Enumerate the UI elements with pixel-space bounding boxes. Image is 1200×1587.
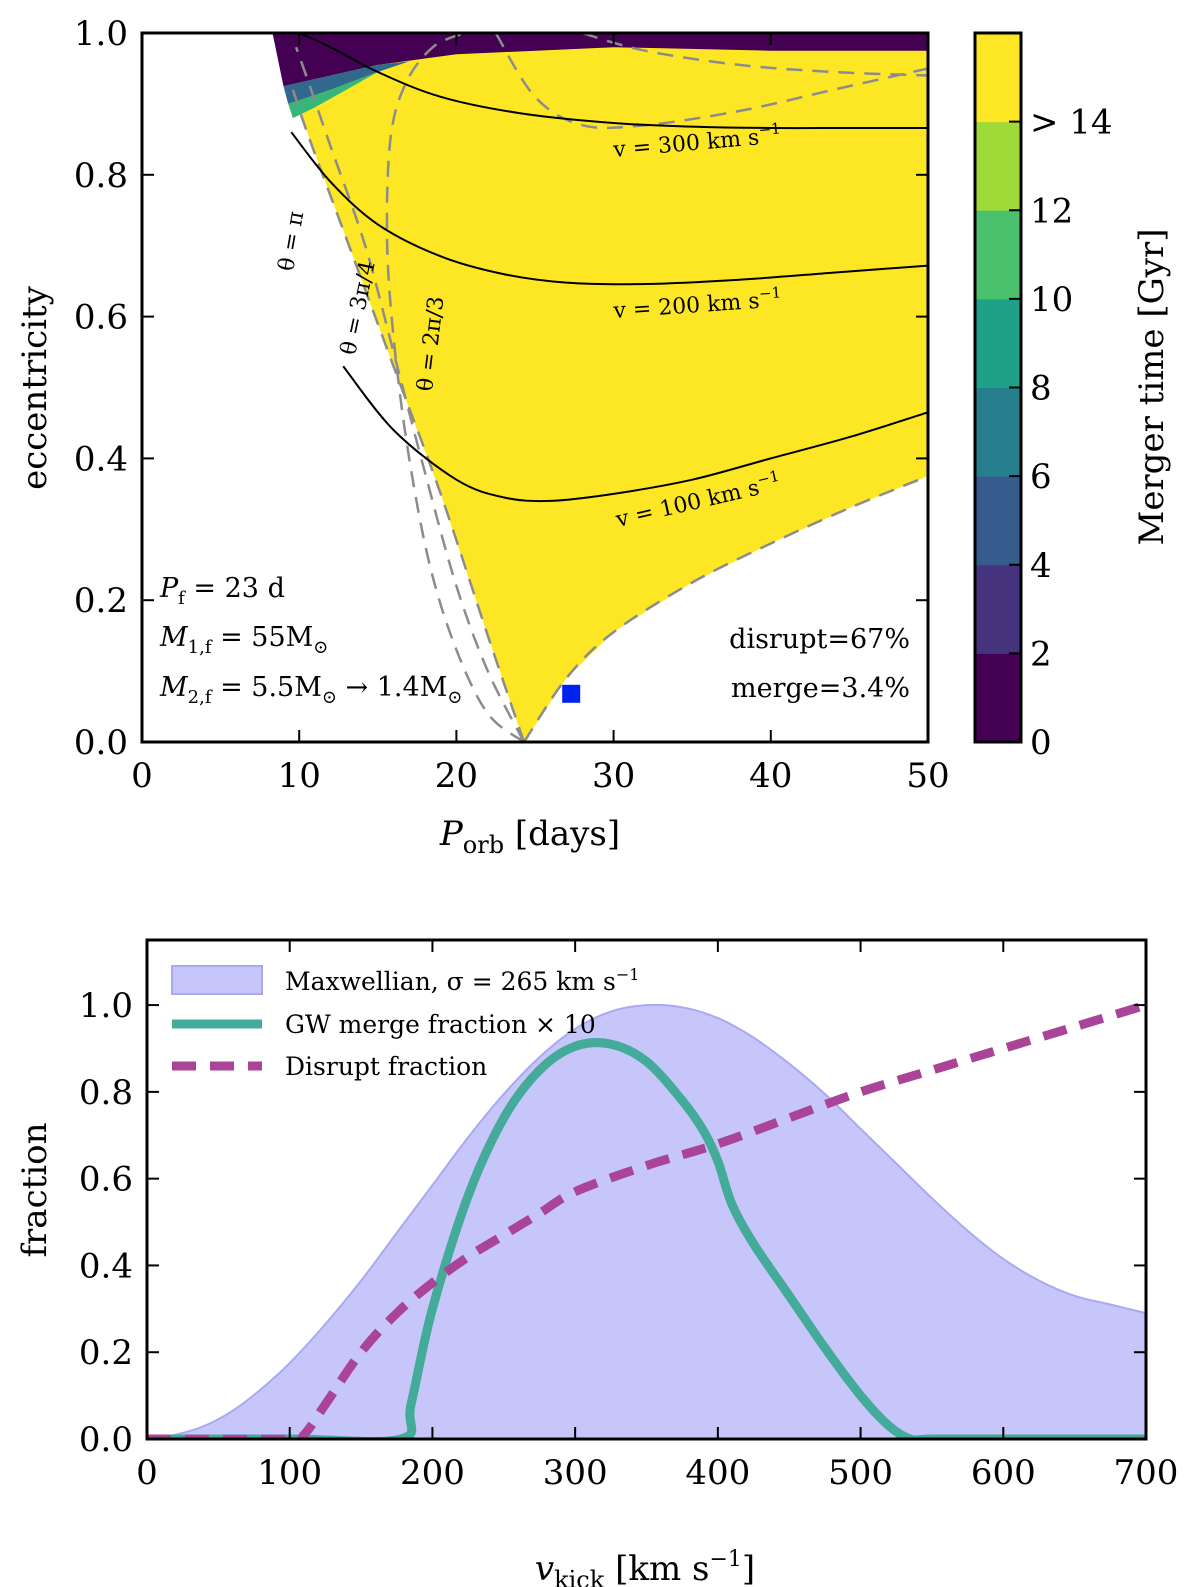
top-y-ticks: 0.0 0.2 0.4 0.6 0.8 1.0 <box>74 14 928 763</box>
bottom-x-tick-label: 300 <box>543 1453 608 1493</box>
colorbar-tick-label: 4 <box>1030 546 1052 586</box>
colorbar-cell <box>975 298 1021 388</box>
theta-curve-5 <box>581 33 928 77</box>
top-x-ticks: 0 10 20 30 40 50 <box>131 33 950 796</box>
bottom-x-ticks: 0 100 200 300 400 500 600 700 <box>136 940 1178 1493</box>
bottom-x-tick-label: 100 <box>257 1453 322 1493</box>
colorbar-tick-label: 2 <box>1030 634 1052 674</box>
colorbar-tick-label: 12 <box>1030 191 1073 231</box>
colorbar-tick-label: 6 <box>1030 457 1052 497</box>
bottom-y-tick-label: 0.4 <box>79 1246 133 1286</box>
colorbar-cell <box>975 33 1021 123</box>
legend: Maxwellian, σ = 265 km s−1 GW merge frac… <box>171 965 639 1081</box>
top-x-tick-label: 50 <box>906 756 949 796</box>
colorbar-cell <box>975 121 1021 211</box>
bottom-x-tick-label: 200 <box>400 1453 465 1493</box>
bottom-x-tick-label: 400 <box>685 1453 750 1493</box>
short-merger-band <box>272 33 928 87</box>
top-x-axis-label: Porb [days] <box>439 814 620 859</box>
colorbar-tick-label: 0 <box>1030 723 1052 763</box>
top-y-tick-label: 0.6 <box>74 298 128 338</box>
top-plot-frame <box>140 31 930 744</box>
bottom-y-tick-label: 1.0 <box>79 986 133 1026</box>
theta-curve-2 <box>385 33 525 742</box>
bottom-panel: 0 100 200 300 400 500 600 700 0.0 0.2 0.4 0.6 0.8 1.… <box>15 938 1178 1587</box>
top-y-tick-label: 0.4 <box>74 439 128 479</box>
annotation-m1: M1,f = 55M⊙ <box>159 622 328 658</box>
bottom-y-axis-label: fraction <box>15 1122 55 1257</box>
velocity-contour-2 <box>298 33 928 130</box>
legend-label-maxwellian: Maxwellian, σ = 265 km s−1 <box>285 965 639 996</box>
top-x-tick-label: 40 <box>749 756 792 796</box>
colorbar-cell <box>975 476 1021 566</box>
colorbar-ticks: 0 2 4 6 8 10 12 > 14 <box>1009 103 1113 763</box>
bottom-y-tick-label: 0.2 <box>79 1333 133 1373</box>
annotation-m2: M2,f = 5.5M⊙ → 1.4M⊙ <box>159 672 462 708</box>
colorbar-cell <box>975 387 1021 477</box>
legend-label-gw: GW merge fraction × 10 <box>285 1010 596 1039</box>
top-y-tick-label: 1.0 <box>74 14 128 54</box>
velocity-contour-0 <box>342 365 928 503</box>
disrupt-line <box>147 1000 1146 1439</box>
annotation-disrupt: disrupt=67% <box>729 624 910 655</box>
maxwellian-area <box>147 1003 1146 1439</box>
bottom-plot-frame <box>145 938 1148 1441</box>
colorbar-cell <box>975 210 1021 300</box>
theta-curve-3 <box>522 474 928 742</box>
current-system-marker <box>562 684 581 703</box>
top-panel: 0 10 20 30 40 50 0.00.20.40.60.81.0 v = 300 k… <box>15 14 950 859</box>
colorbar: 0 2 4 6 8 10 12 > 14 Merger time [Gyr] <box>973 31 1172 763</box>
merger-time-region <box>272 33 928 742</box>
bottom-x-tick-label: 700 <box>1114 1453 1179 1493</box>
colorbar-tick-label: 8 <box>1030 369 1052 409</box>
bottom-x-axis-label: vkick [km s−1] <box>535 1547 755 1587</box>
bottom-y-ticks: 0.0 0.2 0.4 0.6 0.8 1.0 <box>79 986 1146 1460</box>
bottom-y-tick-label: 0.6 <box>79 1160 133 1200</box>
top-x-tick-label: 10 <box>278 756 321 796</box>
teal-merger-band <box>288 72 378 119</box>
top-x-tick-label: 0 <box>131 756 153 796</box>
legend-label-disrupt: Disrupt fraction <box>285 1052 487 1081</box>
theta-curves <box>291 33 928 742</box>
gw-merge-line <box>147 1038 1146 1439</box>
bottom-x-tick-label: 0 <box>136 1453 158 1493</box>
velocity-contours <box>290 33 928 503</box>
annotation-period: Pf = 23 d <box>159 573 285 609</box>
colorbar-cell <box>975 564 1021 654</box>
bottom-y-tick-label: 0.0 <box>79 1420 133 1460</box>
bottom-x-tick-label: 500 <box>828 1453 893 1493</box>
top-y-tick-label: 0.0 <box>74 723 128 763</box>
legend-swatch-maxwellian <box>171 965 263 995</box>
top-x-tick-label: 20 <box>435 756 478 796</box>
bottom-y-tick-label: 0.8 <box>79 1073 133 1113</box>
colorbar-tick-label: > 14 <box>1030 103 1113 143</box>
colorbar-tick-label: 10 <box>1030 280 1073 320</box>
top-y-tick-label: 0.2 <box>74 581 128 621</box>
colorbar-cells <box>975 33 1021 743</box>
theta-curve-1 <box>294 46 526 742</box>
top-x-tick-label: 30 <box>592 756 635 796</box>
mid-merger-band <box>283 61 410 104</box>
top-y-tick-label: 0.8 <box>74 156 128 196</box>
annotation-merge: merge=3.4% <box>731 673 910 704</box>
theta-curve-0 <box>291 89 526 742</box>
velocity-contour-1 <box>290 131 928 286</box>
colorbar-cell <box>975 653 1021 743</box>
top-y-axis-label: eccentricity <box>15 285 55 490</box>
bottom-x-tick-label: 600 <box>971 1453 1036 1493</box>
colorbar-label: Merger time [Gyr] <box>1132 229 1172 546</box>
